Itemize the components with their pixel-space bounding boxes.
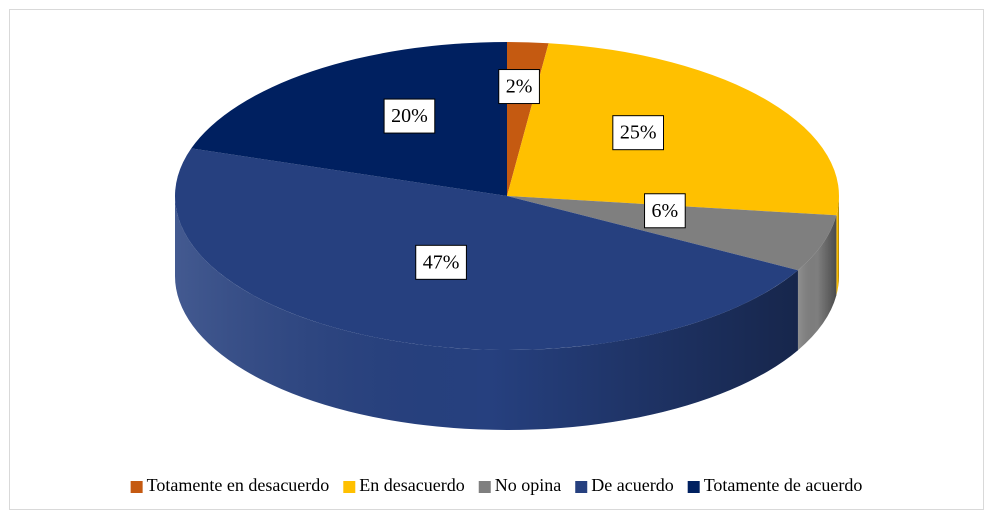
legend-swatch [478, 481, 491, 493]
data-label-box [612, 115, 665, 151]
slice-side-shade [797, 215, 837, 351]
data-label-box [644, 193, 686, 229]
slice [174, 148, 798, 351]
legend-swatch [343, 481, 356, 493]
data-label: 2% [506, 76, 533, 98]
data-label: 25% [620, 122, 657, 144]
legend-swatch [575, 481, 588, 493]
legend-label: No opina [495, 475, 562, 495]
slice [507, 43, 839, 216]
data-label-box [498, 69, 540, 105]
legend-label: Totamente en desacuerdo [147, 475, 330, 495]
data-label: 47% [423, 251, 460, 273]
legend-label: De acuerdo [591, 475, 673, 495]
data-label-box [415, 244, 467, 280]
data-label: 6% [652, 200, 679, 222]
slice-side-shade [175, 196, 798, 431]
data-label-box [383, 98, 436, 134]
data-label: 20% [391, 105, 428, 127]
slice [507, 196, 837, 271]
legend: Totamente en desacuerdo En desacuerdo No o… [130, 475, 863, 495]
slice [191, 42, 507, 196]
legend-swatch [687, 481, 700, 493]
legend-label: Totamente de acuerdo [704, 475, 863, 495]
legend-swatch [130, 481, 143, 493]
slice-side-shade [836, 196, 839, 296]
legend-label: En desacuerdo [359, 475, 464, 495]
